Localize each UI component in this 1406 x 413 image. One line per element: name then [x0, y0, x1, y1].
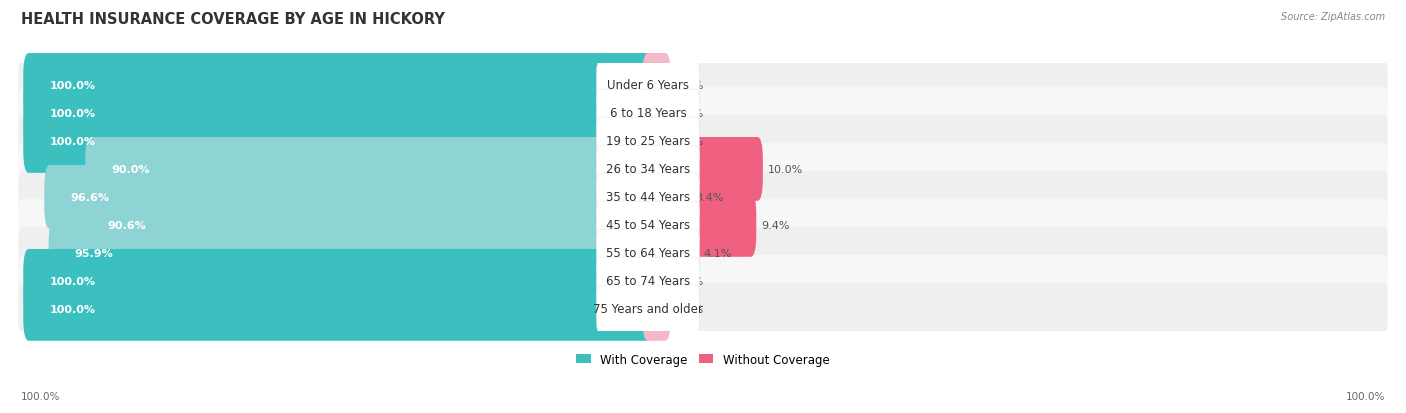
Text: 90.6%: 90.6%: [108, 221, 146, 230]
Text: 3.4%: 3.4%: [696, 192, 724, 202]
FancyBboxPatch shape: [643, 249, 671, 313]
Text: HEALTH INSURANCE COVERAGE BY AGE IN HICKORY: HEALTH INSURANCE COVERAGE BY AGE IN HICK…: [21, 12, 444, 27]
FancyBboxPatch shape: [596, 146, 700, 193]
Text: 100.0%: 100.0%: [49, 109, 96, 119]
Text: 96.6%: 96.6%: [70, 192, 110, 202]
FancyBboxPatch shape: [18, 283, 1388, 335]
FancyBboxPatch shape: [643, 110, 671, 173]
FancyBboxPatch shape: [18, 144, 1388, 195]
FancyBboxPatch shape: [18, 88, 1388, 139]
Text: 95.9%: 95.9%: [75, 248, 114, 258]
FancyBboxPatch shape: [596, 174, 700, 221]
FancyBboxPatch shape: [643, 221, 699, 285]
Text: 100.0%: 100.0%: [49, 81, 96, 91]
Text: 100.0%: 100.0%: [21, 391, 60, 401]
Text: 10.0%: 10.0%: [768, 164, 803, 174]
FancyBboxPatch shape: [24, 110, 654, 173]
Text: 4.1%: 4.1%: [703, 248, 731, 258]
Text: 0.0%: 0.0%: [675, 276, 704, 286]
Text: 45 to 54 Years: 45 to 54 Years: [606, 219, 690, 232]
FancyBboxPatch shape: [643, 194, 756, 257]
Text: 35 to 44 Years: 35 to 44 Years: [606, 191, 690, 204]
FancyBboxPatch shape: [18, 228, 1388, 279]
Text: Under 6 Years: Under 6 Years: [607, 79, 689, 92]
Text: 55 to 64 Years: 55 to 64 Years: [606, 247, 690, 260]
Text: Source: ZipAtlas.com: Source: ZipAtlas.com: [1281, 12, 1385, 22]
Text: 100.0%: 100.0%: [1346, 391, 1385, 401]
FancyBboxPatch shape: [643, 277, 671, 341]
Text: 0.0%: 0.0%: [675, 109, 704, 119]
FancyBboxPatch shape: [643, 82, 671, 145]
FancyBboxPatch shape: [24, 82, 654, 145]
Text: 90.0%: 90.0%: [111, 164, 150, 174]
FancyBboxPatch shape: [596, 230, 700, 277]
FancyBboxPatch shape: [596, 285, 700, 333]
Text: 75 Years and older: 75 Years and older: [593, 303, 703, 316]
FancyBboxPatch shape: [82, 194, 654, 257]
FancyBboxPatch shape: [86, 138, 654, 201]
FancyBboxPatch shape: [18, 116, 1388, 167]
FancyBboxPatch shape: [596, 90, 700, 138]
Text: 0.0%: 0.0%: [675, 137, 704, 147]
Legend: With Coverage, Without Coverage: With Coverage, Without Coverage: [576, 353, 830, 366]
Text: 6 to 18 Years: 6 to 18 Years: [610, 107, 686, 120]
FancyBboxPatch shape: [18, 172, 1388, 223]
FancyBboxPatch shape: [24, 249, 654, 313]
FancyBboxPatch shape: [49, 221, 654, 285]
Text: 100.0%: 100.0%: [49, 276, 96, 286]
FancyBboxPatch shape: [643, 138, 763, 201]
Text: 0.0%: 0.0%: [675, 304, 704, 314]
FancyBboxPatch shape: [596, 202, 700, 249]
FancyBboxPatch shape: [643, 54, 671, 118]
FancyBboxPatch shape: [24, 54, 654, 118]
Text: 9.4%: 9.4%: [761, 221, 790, 230]
Text: 100.0%: 100.0%: [49, 304, 96, 314]
Text: 65 to 74 Years: 65 to 74 Years: [606, 275, 690, 288]
FancyBboxPatch shape: [45, 166, 654, 229]
FancyBboxPatch shape: [18, 256, 1388, 307]
FancyBboxPatch shape: [596, 118, 700, 165]
FancyBboxPatch shape: [596, 257, 700, 305]
FancyBboxPatch shape: [24, 277, 654, 341]
FancyBboxPatch shape: [596, 62, 700, 109]
Text: 100.0%: 100.0%: [49, 137, 96, 147]
FancyBboxPatch shape: [18, 60, 1388, 112]
Text: 0.0%: 0.0%: [675, 81, 704, 91]
Text: 19 to 25 Years: 19 to 25 Years: [606, 135, 690, 148]
FancyBboxPatch shape: [18, 199, 1388, 251]
FancyBboxPatch shape: [643, 166, 690, 229]
Text: 26 to 34 Years: 26 to 34 Years: [606, 163, 690, 176]
